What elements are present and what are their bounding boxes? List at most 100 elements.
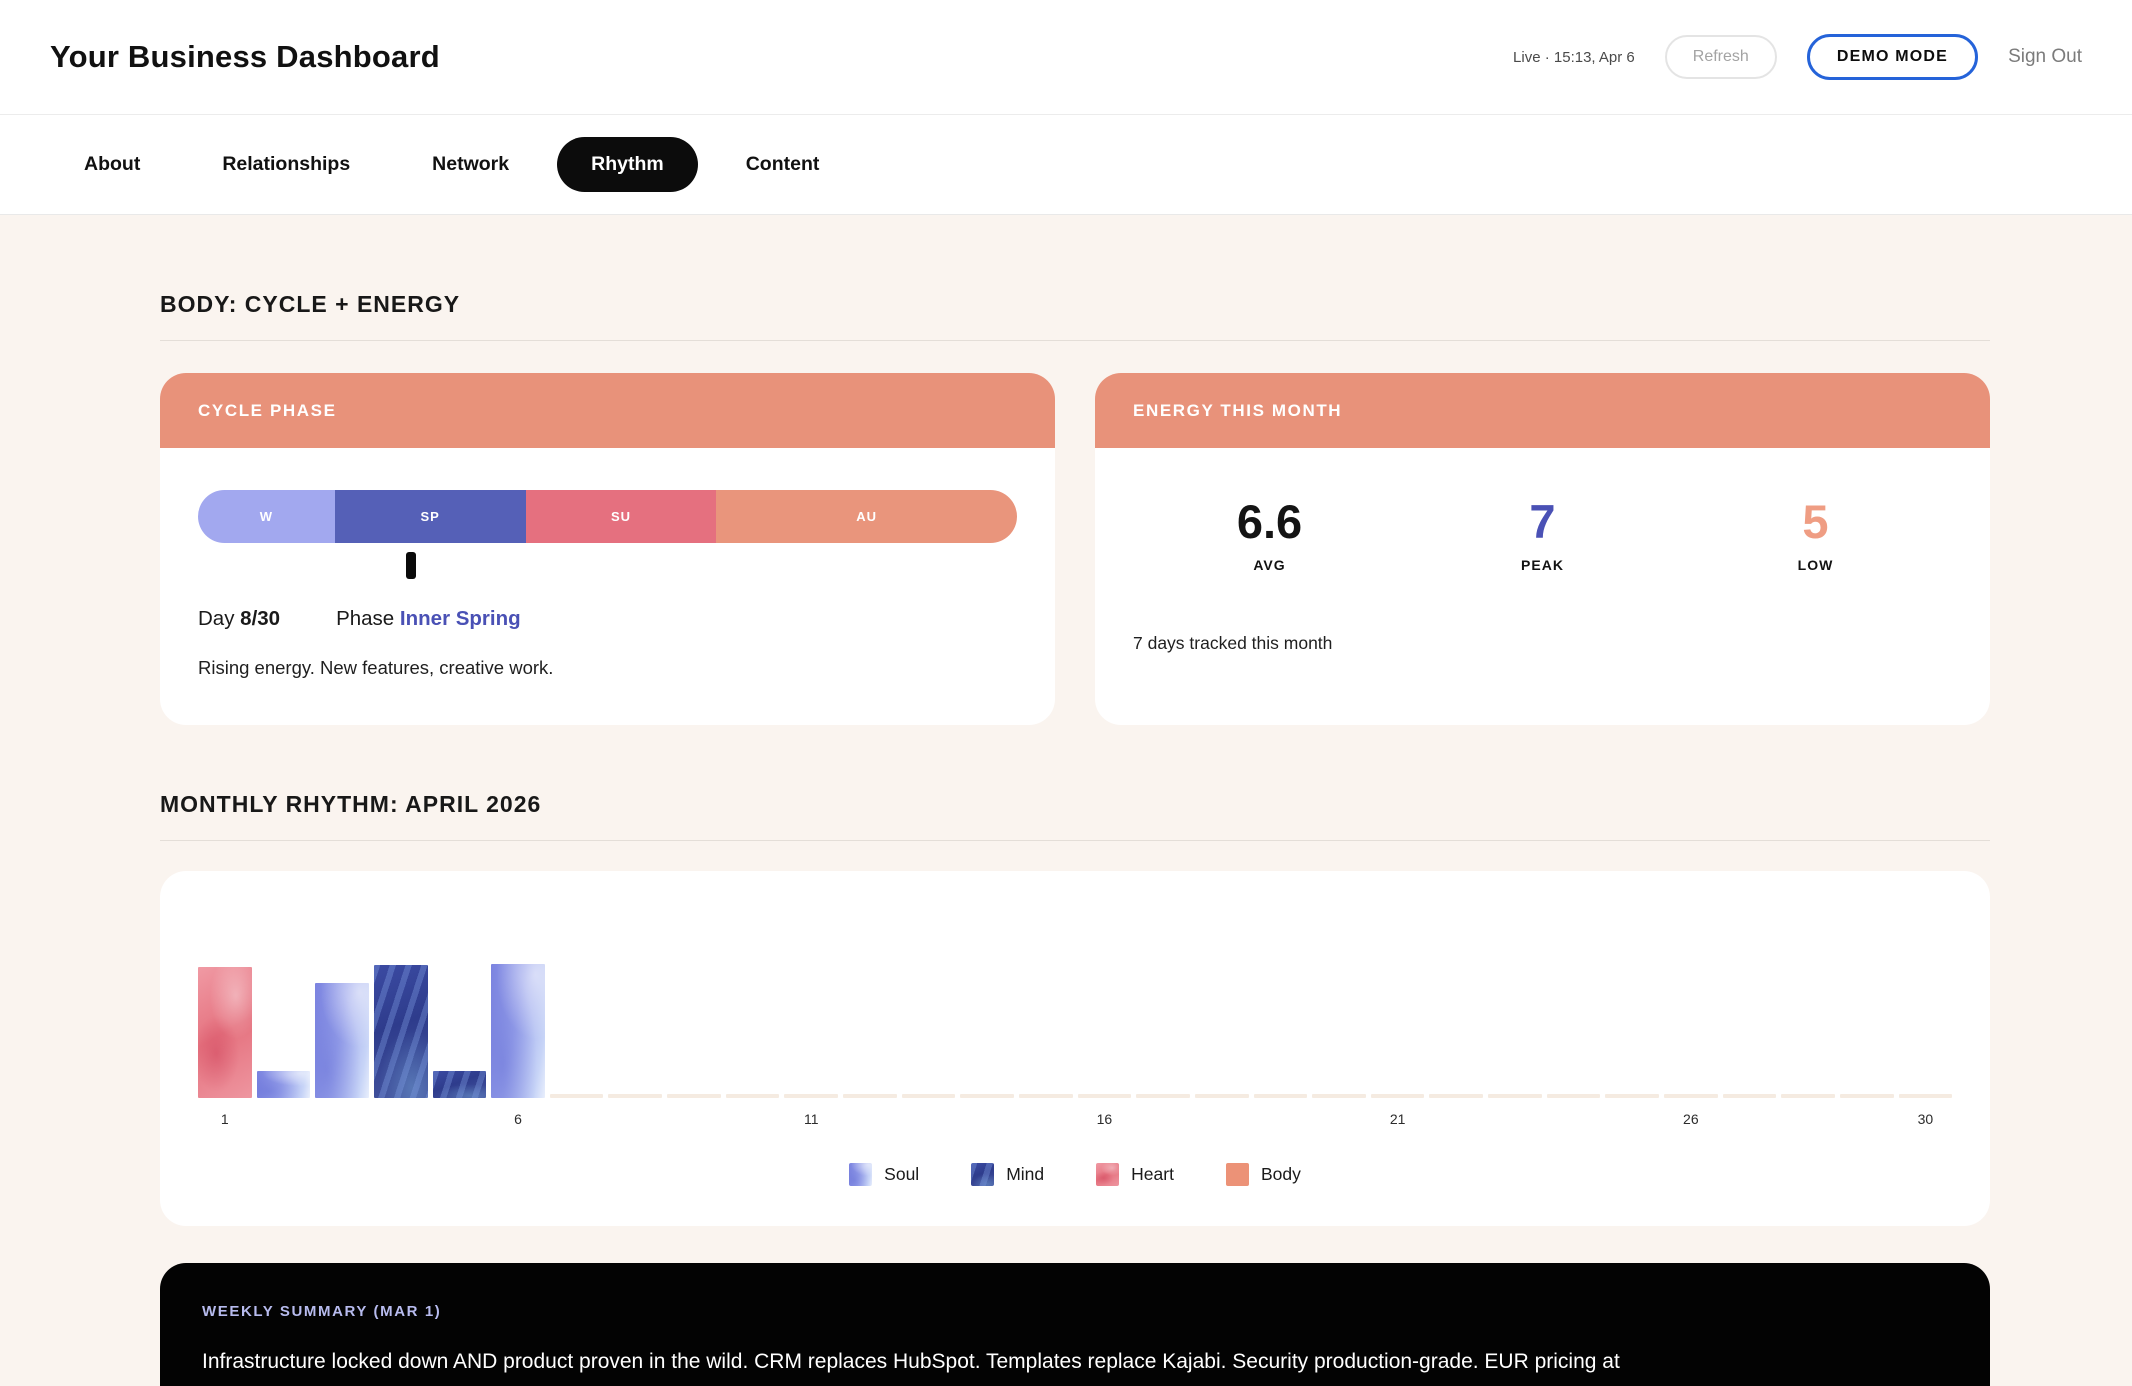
chart-day-slot <box>1253 964 1308 1098</box>
page-title: Your Business Dashboard <box>50 39 440 74</box>
x-axis-tick <box>1781 1111 1835 1133</box>
chart-bar-empty-day-7 <box>549 1094 604 1098</box>
phase-label: Phase <box>336 607 395 630</box>
energy-footnote: 7 days tracked this month <box>1133 633 1333 653</box>
x-axis-tick: 21 <box>1389 1111 1406 1127</box>
chart-day-slot <box>315 964 369 1098</box>
x-axis-tick <box>902 1111 956 1133</box>
chart-bar-empty-day-23 <box>1488 1094 1542 1098</box>
chart-day-slot <box>1488 964 1542 1098</box>
rhythm-chart-card: 1 6 11 16 21 26 30 Soul Mind Heart Body <box>160 871 1990 1226</box>
x-axis-tick <box>1429 1111 1483 1133</box>
x-axis-tick: 6 <box>514 1111 522 1127</box>
tab-relationships[interactable]: Relationships <box>222 153 351 175</box>
phase-segment-au: AU <box>716 490 1017 543</box>
x-axis-tick <box>1605 1111 1659 1133</box>
chart-bar-empty-day-25 <box>1605 1094 1660 1098</box>
x-axis-tick <box>550 1111 604 1133</box>
soul-swatch-icon <box>849 1163 873 1186</box>
chart-bar-empty-day-15 <box>1018 1094 1073 1098</box>
body-cards-row: CYCLE PHASE W SP SU AU Day 8/30 Phase Inner… <box>160 373 1990 725</box>
chart-day-slot <box>608 964 663 1098</box>
x-axis-tick <box>1136 1111 1190 1133</box>
x-axis-tick: 11 <box>803 1111 819 1127</box>
chart-day-slot <box>1194 964 1249 1098</box>
x-axis-tick <box>1840 1111 1894 1133</box>
header-actions: Live · 15:13, Apr 6 Refresh DEMO MODE Si… <box>1513 34 2082 80</box>
tab-content[interactable]: Content <box>745 153 820 175</box>
x-axis-tick <box>667 1111 721 1133</box>
stat-value: 5 <box>1802 495 1829 548</box>
chart-bar-empty-day-22 <box>1429 1094 1484 1098</box>
legend-item-mind: Mind <box>971 1163 1044 1186</box>
x-axis-tick: 30 <box>1917 1111 1934 1127</box>
chart-day-slot <box>1898 964 1953 1098</box>
chart-bar-empty-day-21 <box>1370 1094 1425 1098</box>
mind-swatch-icon <box>971 1163 995 1186</box>
demo-mode-button[interactable]: DEMO MODE <box>1806 34 1979 80</box>
cycle-phase-card-header: CYCLE PHASE <box>160 373 1055 448</box>
x-axis-tick <box>315 1111 369 1133</box>
chart-bar-day-5-mind <box>432 1071 487 1098</box>
rhythm-chart-x-axis: 1 6 11 16 21 26 30 <box>198 1111 1952 1133</box>
chart-bar-empty-day-17 <box>1136 1094 1190 1098</box>
chart-bar-empty-day-30 <box>1898 1094 1953 1098</box>
day-label: Day <box>198 607 235 630</box>
x-axis-tick: 1 <box>220 1111 229 1127</box>
chart-day-slot <box>373 964 428 1098</box>
tab-network[interactable]: Network <box>432 153 510 175</box>
main-content: BODY: CYCLE + ENERGY CYCLE PHASE W SP SU AU… <box>0 215 2132 1386</box>
stat-label: LOW <box>1797 557 1834 573</box>
heart-swatch-icon <box>1096 1163 1120 1186</box>
rhythm-chart-bars <box>198 964 1953 1098</box>
x-axis-tick <box>1195 1111 1249 1133</box>
chart-bar-empty-day-14 <box>960 1094 1014 1098</box>
body-swatch-icon <box>1225 1163 1249 1186</box>
section-divider <box>160 840 1990 841</box>
phase-value: Inner Spring <box>399 607 521 630</box>
nav-tabs: About Relationships Network Rhythm Content <box>0 115 2132 215</box>
cycle-phase-card: CYCLE PHASE W SP SU AU Day 8/30 Phase Inner… <box>160 373 1055 725</box>
day-value: 8/30 <box>240 607 281 630</box>
x-axis-tick: 16 <box>1096 1111 1113 1127</box>
sign-out-link[interactable]: Sign Out <box>2008 46 2082 67</box>
energy-card: ENERGY THIS MONTH 6.6 AVG 7 PEAK 5 LOW 7 days… <box>1095 373 1990 725</box>
chart-bar-empty-day-24 <box>1546 1094 1601 1098</box>
chart-bar-day-2-soul <box>256 1071 311 1098</box>
chart-day-slot <box>1664 964 1718 1098</box>
chart-bar-empty-day-16 <box>1077 1094 1132 1098</box>
chart-day-slot <box>491 964 545 1098</box>
cycle-phase-bar: W SP SU AU <box>198 490 1017 543</box>
x-axis-tick: 26 <box>1683 1111 1699 1127</box>
chart-bar-empty-day-12 <box>843 1094 897 1098</box>
chart-bar-empty-day-20 <box>1312 1094 1366 1098</box>
x-axis-tick <box>433 1111 487 1133</box>
chart-bar-empty-day-9 <box>667 1094 721 1098</box>
chart-day-slot <box>1781 964 1835 1098</box>
chart-day-slot <box>1370 964 1425 1098</box>
chart-day-slot <box>1722 964 1777 1098</box>
tab-rhythm[interactable]: Rhythm <box>557 137 698 192</box>
chart-day-slot <box>1077 964 1132 1098</box>
chart-day-slot <box>1312 964 1366 1098</box>
legend-item-body: Body <box>1225 1163 1301 1186</box>
legend-label: Body <box>1260 1164 1301 1184</box>
live-status: Live · 15:13, Apr 6 <box>1513 48 1635 66</box>
legend-label: Heart <box>1131 1164 1174 1184</box>
energy-stat-peak: 7 PEAK <box>1406 498 1679 573</box>
x-axis-tick <box>1547 1111 1601 1133</box>
chart-day-slot <box>198 964 252 1098</box>
tab-about[interactable]: About <box>84 153 141 175</box>
refresh-button[interactable]: Refresh <box>1664 35 1777 79</box>
section-heading-rhythm: MONTHLY RHYTHM: APRIL 2026 <box>160 791 542 817</box>
x-axis-tick <box>374 1111 428 1133</box>
stat-label: PEAK <box>1521 557 1564 573</box>
section-heading-body: BODY: CYCLE + ENERGY <box>160 291 461 317</box>
cycle-phase-metric: Phase Inner Spring <box>336 607 521 631</box>
chart-bar-empty-day-18 <box>1194 1094 1249 1098</box>
weekly-summary-text: Infrastructure locked down AND product p… <box>202 1350 1620 1373</box>
chart-bar-day-3-soul <box>315 982 369 1098</box>
energy-card-header: ENERGY THIS MONTH <box>1095 373 1990 448</box>
x-axis-tick <box>1254 1111 1308 1133</box>
chart-bar-empty-day-27 <box>1722 1094 1777 1098</box>
